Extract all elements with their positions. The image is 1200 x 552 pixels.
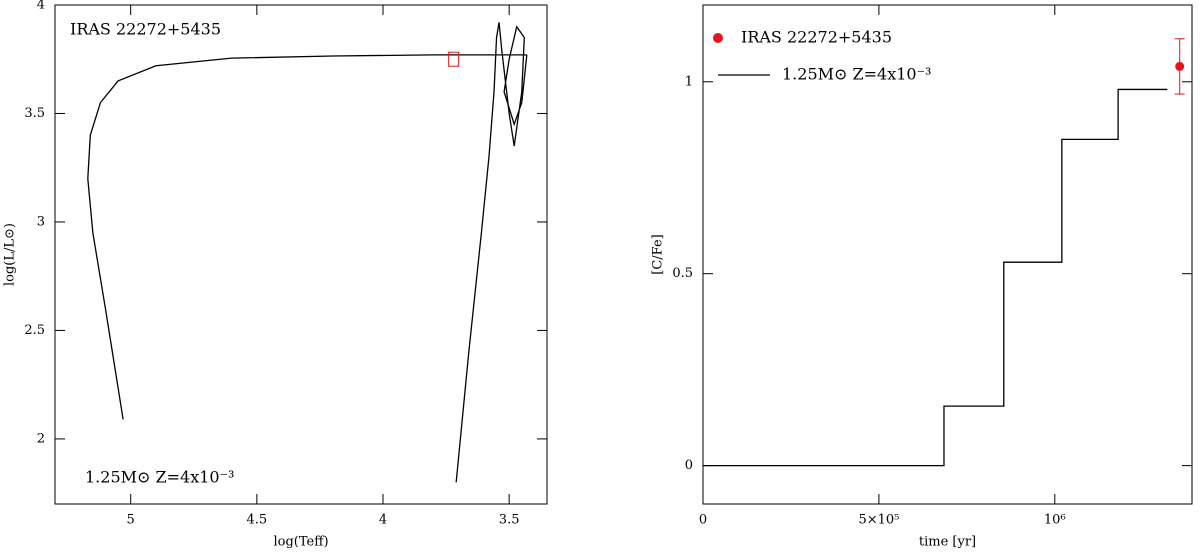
- x-tick-label: 4: [379, 513, 387, 528]
- y-tick-label: 2.5: [24, 323, 45, 338]
- x-tick-label: 4.5: [247, 513, 268, 528]
- y-tick-label: 1: [685, 74, 693, 89]
- annotation: IRAS 22272+5435: [70, 20, 221, 39]
- y-tick-label: 0: [685, 458, 693, 473]
- legend-label: IRAS 22272+5435: [741, 28, 892, 47]
- x-axis-label: time [yr]: [919, 535, 976, 550]
- x-tick-label: 3.5: [499, 513, 520, 528]
- y-axis-label: log(L/L⊙): [3, 223, 18, 286]
- series-line: [703, 88, 1168, 467]
- plot-frame: [54, 4, 548, 505]
- y-tick-label: 4: [37, 0, 45, 13]
- y-tick-label: 0.5: [672, 266, 693, 281]
- y-tick-label: 2: [37, 431, 45, 446]
- x-tick-label: 10⁶: [1044, 513, 1066, 528]
- x-tick-label: 5×10⁵: [858, 513, 899, 528]
- x-tick-label: 0: [699, 513, 707, 528]
- data-marker: [1175, 61, 1185, 71]
- series-line: [455, 22, 528, 483]
- plot-frame: [702, 4, 1193, 505]
- y-tick-label: 3: [37, 214, 45, 229]
- x-axis-label: log(Teff): [273, 535, 328, 550]
- x-tick-label: 5: [127, 513, 135, 528]
- y-axis-label: [C/Fe]: [651, 234, 666, 274]
- annotation: 1.25M⊙ Z=4x10⁻³: [85, 468, 234, 487]
- y-tick-label: 3.5: [24, 106, 45, 121]
- legend-marker: [713, 33, 723, 43]
- data-marker: [448, 51, 460, 67]
- legend-label: 1.25M⊙ Z=4x10⁻³: [782, 65, 931, 84]
- series-line: [87, 54, 527, 420]
